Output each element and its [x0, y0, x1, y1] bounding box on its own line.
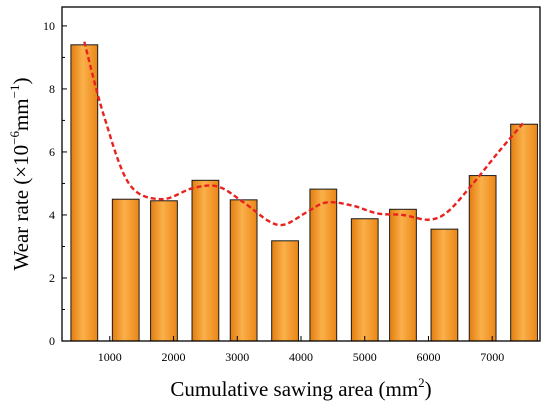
y-tick-label: 4 — [49, 208, 55, 222]
y-axis-ticks: 0 2 4 6 8 10 — [43, 19, 67, 348]
x-tick-label: 4000 — [289, 350, 313, 364]
x-tick-label: 6000 — [416, 350, 440, 364]
y-tick-label: 8 — [49, 82, 55, 96]
bar — [389, 208, 417, 342]
bar — [468, 175, 497, 342]
bar — [150, 200, 178, 342]
bar — [111, 198, 140, 342]
bar — [271, 240, 299, 342]
y-axis-title-superscript-2: −1 — [7, 85, 22, 99]
y-tick-label: 2 — [49, 271, 55, 285]
x-tick-label: 1000 — [98, 350, 122, 364]
bar — [229, 199, 258, 342]
bar — [510, 123, 538, 342]
bar — [350, 218, 379, 342]
y-axis-title-unit: mm — [9, 98, 33, 131]
y-tick-label: 10 — [43, 19, 55, 33]
x-axis-title-superscript: 2 — [418, 375, 425, 390]
bar — [309, 188, 338, 342]
bar — [70, 44, 99, 342]
trend-line — [83, 41, 526, 227]
y-tick-label: 6 — [49, 145, 55, 159]
x-tick-label: 2000 — [162, 350, 186, 364]
x-axis-title-text: Cumulative sawing area (mm — [170, 377, 418, 401]
y-axis-title-text: Wear rate (×10 — [9, 145, 33, 271]
x-tick-label: 5000 — [353, 350, 377, 364]
x-tick-label: 3000 — [225, 350, 249, 364]
bar — [191, 179, 220, 342]
x-axis-title: Cumulative sawing area (mm2) — [170, 375, 431, 401]
y-tick-label: 0 — [49, 334, 55, 348]
bar — [430, 228, 459, 342]
bar-series — [70, 44, 538, 342]
y-axis-title-superscript: −6 — [7, 131, 22, 145]
x-axis-title-end: ) — [425, 377, 432, 401]
y-axis-title: Wear rate (×10−6mm−1) — [7, 78, 33, 271]
x-axis-ticks: 1000 2000 3000 4000 5000 6000 7000 — [98, 336, 504, 364]
x-tick-label: 7000 — [480, 350, 504, 364]
y-axis-title-end: ) — [9, 78, 33, 85]
